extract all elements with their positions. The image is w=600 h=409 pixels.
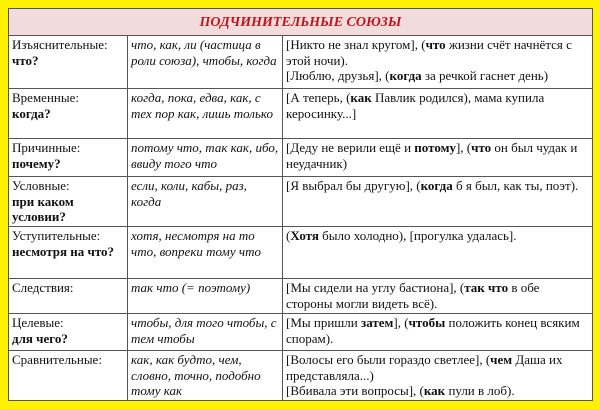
- example-text: [Вбивала эти вопросы], (: [286, 383, 424, 398]
- table-row: Причинные: почему? потому что, так как, иб…: [8, 138, 594, 177]
- table-header-row: ПОДЧИНИТЕЛЬНЫЕ СОЮЗЫ: [7, 8, 594, 36]
- conjunction-highlight: когда: [389, 68, 422, 83]
- clause-type-cell: Целевые: для чего?: [8, 313, 128, 351]
- example-text: жизни счёт начнётся с этой ночи).: [286, 37, 572, 68]
- example-sentence: [А теперь, (как Павлик родился), мама ку…: [286, 90, 589, 121]
- conjunction-highlight: что: [471, 140, 492, 155]
- conjunction-highlight: чтобы: [408, 315, 446, 330]
- conjunction-highlight: чем: [490, 352, 513, 367]
- example-text: за речкой гаснет день): [421, 68, 549, 83]
- conjunctions-cell: потому что, так как, ибо, ввиду того что: [127, 138, 283, 177]
- example-text: он был чудак и неудачник): [286, 140, 578, 171]
- clause-question: когда?: [12, 105, 51, 121]
- conjunction-highlight: Хотя: [290, 228, 319, 243]
- clause-type-cell: Временные: когда?: [8, 88, 128, 139]
- example-text: б я был, как ты, поэт).: [452, 178, 579, 193]
- example-text: [Никто не знал кругом], (: [286, 37, 426, 52]
- clause-type: Сравнительные:: [12, 352, 102, 367]
- table-row: Временные: когда? когда, пока, едва, как, …: [8, 88, 594, 139]
- conjunction-highlight: так что: [464, 280, 509, 295]
- clause-type-cell: Условные: при каком условии?: [8, 176, 128, 227]
- table-row: Изъяснительные: что? что, как, ли (частица…: [8, 35, 594, 89]
- table-row: Сравнительные: как, как будто, чем, словн…: [8, 350, 594, 401]
- clause-type-cell: Изъяснительные: что?: [8, 35, 128, 89]
- example-sentence: [Мы пришли затем], (чтобы положить конец…: [286, 315, 589, 346]
- conjunction-highlight: как: [350, 90, 372, 105]
- table-row: Целевые: для чего? чтобы, для того чтобы, …: [8, 313, 594, 351]
- example-text: [Мы пришли: [286, 315, 361, 330]
- examples-cell: [Никто не знал кругом], (что жизни счёт …: [281, 35, 594, 89]
- clause-question: почему?: [12, 155, 61, 171]
- conjunction-highlight: что: [425, 37, 446, 52]
- example-sentence: [Мы сидели на углу бастиона], (так что в…: [286, 280, 589, 311]
- example-text: было холодно), [прогулка удалась].: [318, 228, 517, 243]
- conjunctions-cell: когда, пока, едва, как, с тех пор как, л…: [127, 88, 283, 139]
- clause-question: при каком условии?: [12, 193, 74, 225]
- clause-type: Уступительные:: [12, 228, 101, 243]
- clause-question: для чего?: [12, 330, 68, 346]
- clause-type: Целевые:: [12, 315, 64, 330]
- conjunctions-cell: хотя, несмотря на то что, вопреки тому ч…: [127, 226, 283, 279]
- examples-cell: [Я выбрал бы другую], (когда б я был, ка…: [281, 176, 594, 227]
- clause-type: Следствия:: [12, 280, 74, 295]
- clause-type: Изъяснительные:: [12, 37, 108, 52]
- example-sentence: [Никто не знал кругом], (что жизни счёт …: [286, 37, 589, 68]
- clause-type-cell: Следствия:: [8, 278, 128, 314]
- example-text: [А теперь, (: [286, 90, 351, 105]
- conjunction-highlight: затем: [361, 315, 394, 330]
- example-sentence: [Волосы его были гораздо светлее], (чем …: [286, 352, 589, 383]
- example-sentence: [Я выбрал бы другую], (когда б я был, ка…: [286, 178, 589, 194]
- example-sentence: [Люблю, друзья], (когда за речкой гаснет…: [286, 68, 589, 84]
- example-text: ], (: [393, 315, 409, 330]
- table-row: Следствия: так что (= поэтому) [Мы сидели …: [8, 278, 594, 314]
- example-sentence: [Деду не верили ещё и потому], (что он б…: [286, 140, 589, 171]
- conjunctions-cell: как, как будто, чем, словно, точно, подо…: [127, 350, 283, 401]
- table-row: Условные: при каком условии? если, коли, к…: [8, 176, 594, 227]
- clause-type: Условные:: [12, 178, 70, 193]
- table-row: Уступительные: несмотря на что? хотя, несм…: [8, 226, 594, 279]
- example-text: в обе стороны могли видеть всё).: [286, 280, 540, 311]
- clause-type-cell: Сравнительные:: [8, 350, 128, 401]
- examples-cell: [Деду не верили ещё и потому], (что он б…: [281, 138, 594, 177]
- conjunctions-cell: что, как, ли (частица в роли союза), что…: [127, 35, 283, 89]
- table-title: ПОДЧИНИТЕЛЬНЫЕ СОЮЗЫ: [7, 8, 594, 36]
- clause-type-cell: Уступительные: несмотря на что?: [8, 226, 128, 279]
- examples-cell: (Хотя было холодно), [прогулка удалась].: [281, 226, 594, 279]
- example-text: [Люблю, друзья], (: [286, 68, 390, 83]
- conjunctions-cell: так что (= поэтому): [127, 278, 283, 314]
- example-text: ], (: [455, 140, 472, 155]
- example-text: [Я выбрал бы другую], (: [286, 178, 421, 193]
- examples-cell: [Волосы его были гораздо светлее], (чем …: [281, 350, 594, 401]
- example-text: Даша их представляла...): [286, 352, 563, 383]
- example-text: [Мы сидели на углу бастиона], (: [286, 280, 465, 295]
- example-text: Павлик родился), мама купила керосинку..…: [286, 90, 545, 121]
- clause-type: Причинные:: [12, 140, 81, 155]
- example-text: [Деду не верили ещё и: [286, 140, 415, 155]
- example-text: [Волосы его были гораздо светлее], (: [286, 352, 491, 367]
- example-sentence: (Хотя было холодно), [прогулка удалась].: [286, 228, 589, 244]
- conjunction-highlight: как: [423, 383, 446, 398]
- example-text: (: [286, 228, 291, 243]
- examples-cell: [Мы пришли затем], (чтобы положить конец…: [281, 313, 594, 351]
- clause-type: Временные:: [12, 90, 79, 105]
- examples-cell: [А теперь, (как Павлик родился), мама ку…: [281, 88, 594, 139]
- examples-cell: [Мы сидели на углу бастиона], (так что в…: [281, 278, 594, 314]
- conjunction-highlight: потому: [414, 140, 456, 155]
- conjunctions-cell: чтобы, для того чтобы, с тем чтобы: [127, 313, 283, 351]
- subordinating-conjunctions-table: ПОДЧИНИТЕЛЬНЫЕ СОЮЗЫ Изъяснительные: что?…: [7, 8, 594, 401]
- clause-question: несмотря на что?: [12, 243, 115, 259]
- example-text: положить конец всяким спорам).: [286, 315, 580, 346]
- conjunction-highlight: когда: [420, 178, 453, 193]
- clause-question: что?: [12, 52, 39, 68]
- example-sentence: [Вбивала эти вопросы], (как пули в лоб).: [286, 383, 589, 399]
- clause-type-cell: Причинные: почему?: [8, 138, 128, 177]
- example-text: пули в лоб).: [445, 383, 515, 398]
- conjunctions-cell: если, коли, кабы, раз, когда: [127, 176, 283, 227]
